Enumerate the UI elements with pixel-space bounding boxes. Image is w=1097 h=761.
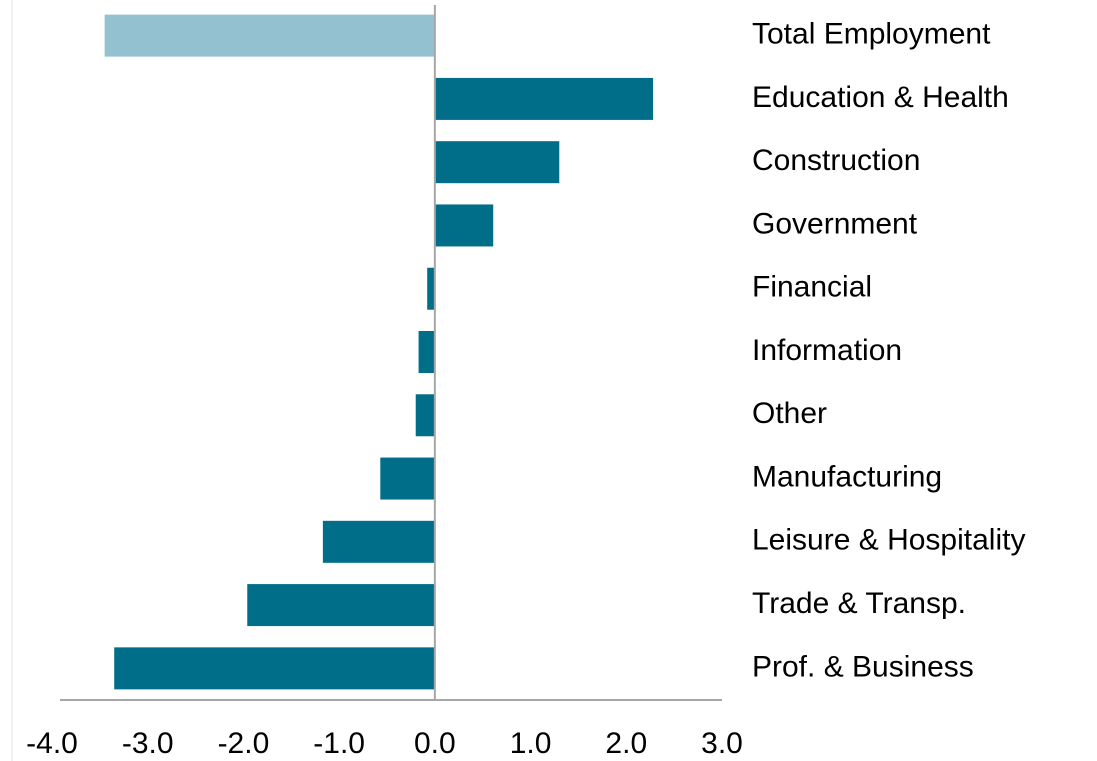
bar <box>322 520 435 563</box>
x-tick-label: 3.0 <box>701 727 743 760</box>
category-label: Total Employment <box>752 18 991 51</box>
category-label: Prof. & Business <box>752 650 974 683</box>
x-tick-label: -1.0 <box>313 727 365 760</box>
bar <box>104 14 435 57</box>
bar <box>114 647 435 690</box>
category-label: Construction <box>752 144 920 177</box>
category-label: Government <box>752 207 918 240</box>
category-label: Leisure & Hospitality <box>752 524 1025 557</box>
x-tick-label: 1.0 <box>510 727 552 760</box>
bar <box>380 457 435 500</box>
x-tick-label: -4.0 <box>26 727 78 760</box>
bar <box>427 267 435 310</box>
category-label: Education & Health <box>752 81 1009 114</box>
category-label: Trade & Transp. <box>752 587 966 620</box>
bar <box>434 141 560 184</box>
category-label: Manufacturing <box>752 460 942 493</box>
x-tick-label: -3.0 <box>122 727 174 760</box>
bar <box>415 394 435 437</box>
x-tick-label: 2.0 <box>605 727 647 760</box>
x-tick-label: 0.0 <box>414 727 456 760</box>
x-tick-label: -2.0 <box>218 727 270 760</box>
bar <box>434 204 494 247</box>
bar <box>247 584 435 627</box>
bar <box>434 77 654 120</box>
category-label: Other <box>752 397 827 430</box>
bar <box>418 331 435 373</box>
category-label: Information <box>752 334 902 367</box>
category-label: Financial <box>752 271 872 304</box>
